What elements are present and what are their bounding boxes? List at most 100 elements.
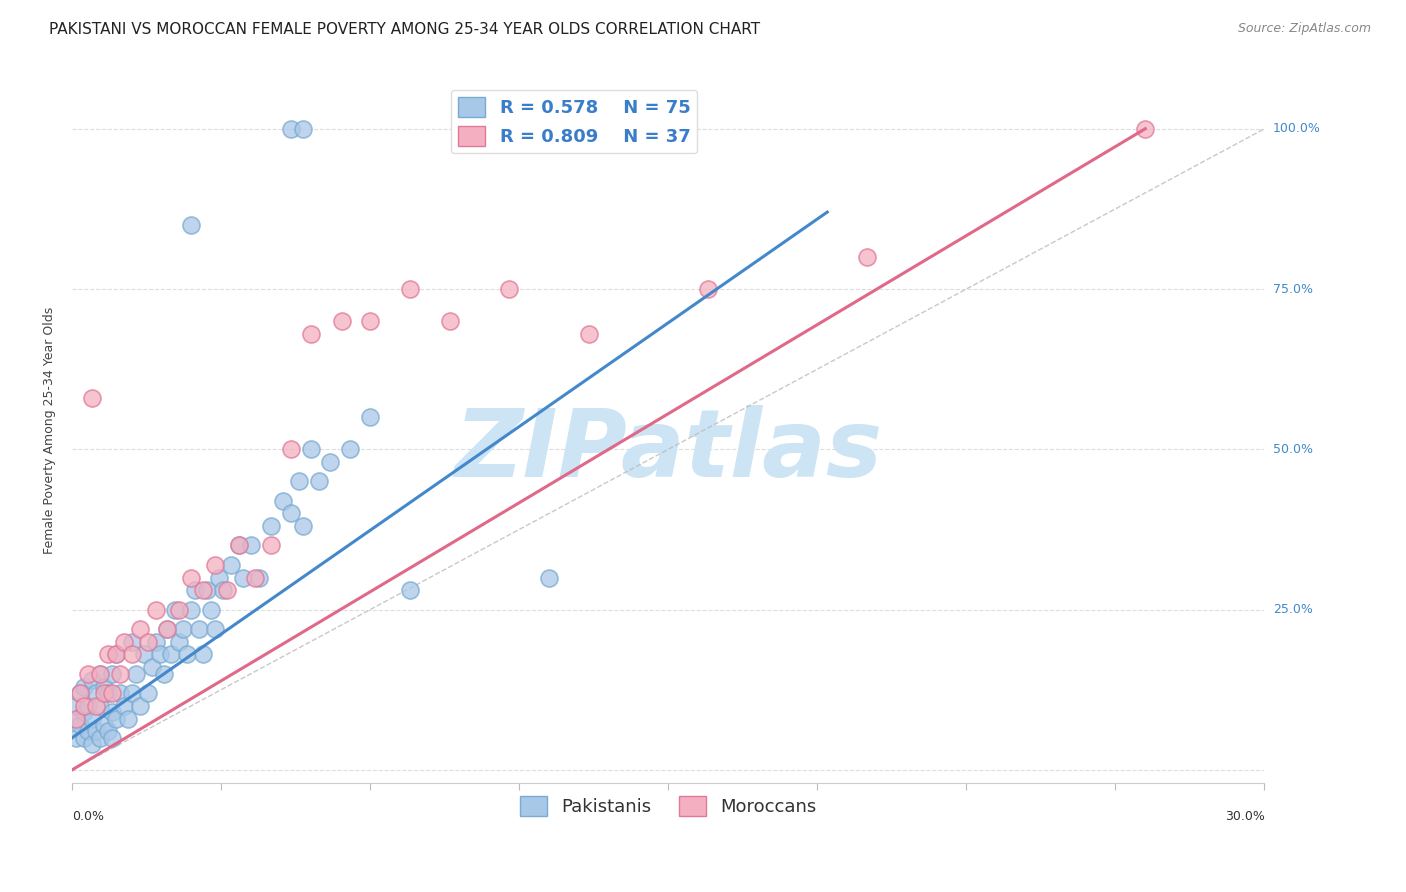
Point <box>73 698 96 713</box>
Point <box>239 539 262 553</box>
Point <box>332 314 354 328</box>
Text: 25.0%: 25.0% <box>1272 603 1313 616</box>
Point <box>69 686 91 700</box>
Point <box>145 602 167 616</box>
Point <box>578 326 600 341</box>
Point <box>73 680 96 694</box>
Point <box>80 673 103 687</box>
Point <box>97 724 120 739</box>
Point <box>193 583 215 598</box>
Point <box>152 666 174 681</box>
Point <box>319 455 342 469</box>
Point <box>136 686 159 700</box>
Point <box>77 724 100 739</box>
Point <box>89 666 111 681</box>
Point <box>287 475 309 489</box>
Point <box>80 712 103 726</box>
Point <box>101 705 124 719</box>
Point <box>80 737 103 751</box>
Point <box>169 634 191 648</box>
Point <box>69 718 91 732</box>
Point <box>77 666 100 681</box>
Point <box>232 570 254 584</box>
Point <box>136 634 159 648</box>
Point <box>291 121 314 136</box>
Point <box>101 731 124 745</box>
Point <box>291 519 314 533</box>
Point <box>219 558 242 572</box>
Point <box>247 570 270 584</box>
Point <box>128 698 150 713</box>
Text: PAKISTANI VS MOROCCAN FEMALE POVERTY AMONG 25-34 YEAR OLDS CORRELATION CHART: PAKISTANI VS MOROCCAN FEMALE POVERTY AMO… <box>49 22 761 37</box>
Point <box>188 622 211 636</box>
Point <box>180 602 202 616</box>
Point <box>73 731 96 745</box>
Point <box>195 583 218 598</box>
Point <box>84 724 107 739</box>
Point <box>260 539 283 553</box>
Point <box>308 475 330 489</box>
Point <box>77 698 100 713</box>
Point <box>89 698 111 713</box>
Point <box>73 705 96 719</box>
Point <box>339 442 361 457</box>
Point <box>204 558 226 572</box>
Point <box>101 666 124 681</box>
Point <box>80 391 103 405</box>
Point <box>101 686 124 700</box>
Point <box>156 622 179 636</box>
Point <box>104 648 127 662</box>
Point <box>128 622 150 636</box>
Point <box>260 519 283 533</box>
Point <box>156 622 179 636</box>
Text: 100.0%: 100.0% <box>1272 122 1320 136</box>
Point <box>160 648 183 662</box>
Point <box>65 712 87 726</box>
Point <box>228 539 250 553</box>
Point <box>204 622 226 636</box>
Point <box>271 493 294 508</box>
Point <box>121 648 143 662</box>
Y-axis label: Female Poverty Among 25-34 Year Olds: Female Poverty Among 25-34 Year Olds <box>44 307 56 554</box>
Point <box>108 666 131 681</box>
Point <box>439 314 461 328</box>
Point <box>228 539 250 553</box>
Point <box>243 570 266 584</box>
Point <box>89 666 111 681</box>
Point <box>165 602 187 616</box>
Text: 75.0%: 75.0% <box>1272 283 1313 295</box>
Point <box>121 686 143 700</box>
Point <box>697 282 720 296</box>
Point <box>1135 121 1157 136</box>
Point <box>104 648 127 662</box>
Text: 50.0%: 50.0% <box>1272 442 1313 456</box>
Point <box>172 622 194 636</box>
Point <box>84 698 107 713</box>
Point <box>280 507 302 521</box>
Point <box>97 686 120 700</box>
Point <box>200 602 222 616</box>
Text: 30.0%: 30.0% <box>1225 811 1264 823</box>
Point <box>112 634 135 648</box>
Text: Source: ZipAtlas.com: Source: ZipAtlas.com <box>1237 22 1371 36</box>
Point <box>184 583 207 598</box>
Point <box>65 731 87 745</box>
Point <box>108 686 131 700</box>
Point <box>104 712 127 726</box>
Point <box>498 282 520 296</box>
Point <box>169 602 191 616</box>
Point <box>148 648 170 662</box>
Point <box>538 570 561 584</box>
Point <box>121 634 143 648</box>
Point <box>89 731 111 745</box>
Point <box>93 686 115 700</box>
Point <box>117 712 139 726</box>
Point <box>176 648 198 662</box>
Point <box>193 648 215 662</box>
Point <box>280 442 302 457</box>
Point <box>299 326 322 341</box>
Point <box>65 698 87 713</box>
Point <box>208 570 231 584</box>
Point <box>856 250 879 264</box>
Point <box>93 680 115 694</box>
